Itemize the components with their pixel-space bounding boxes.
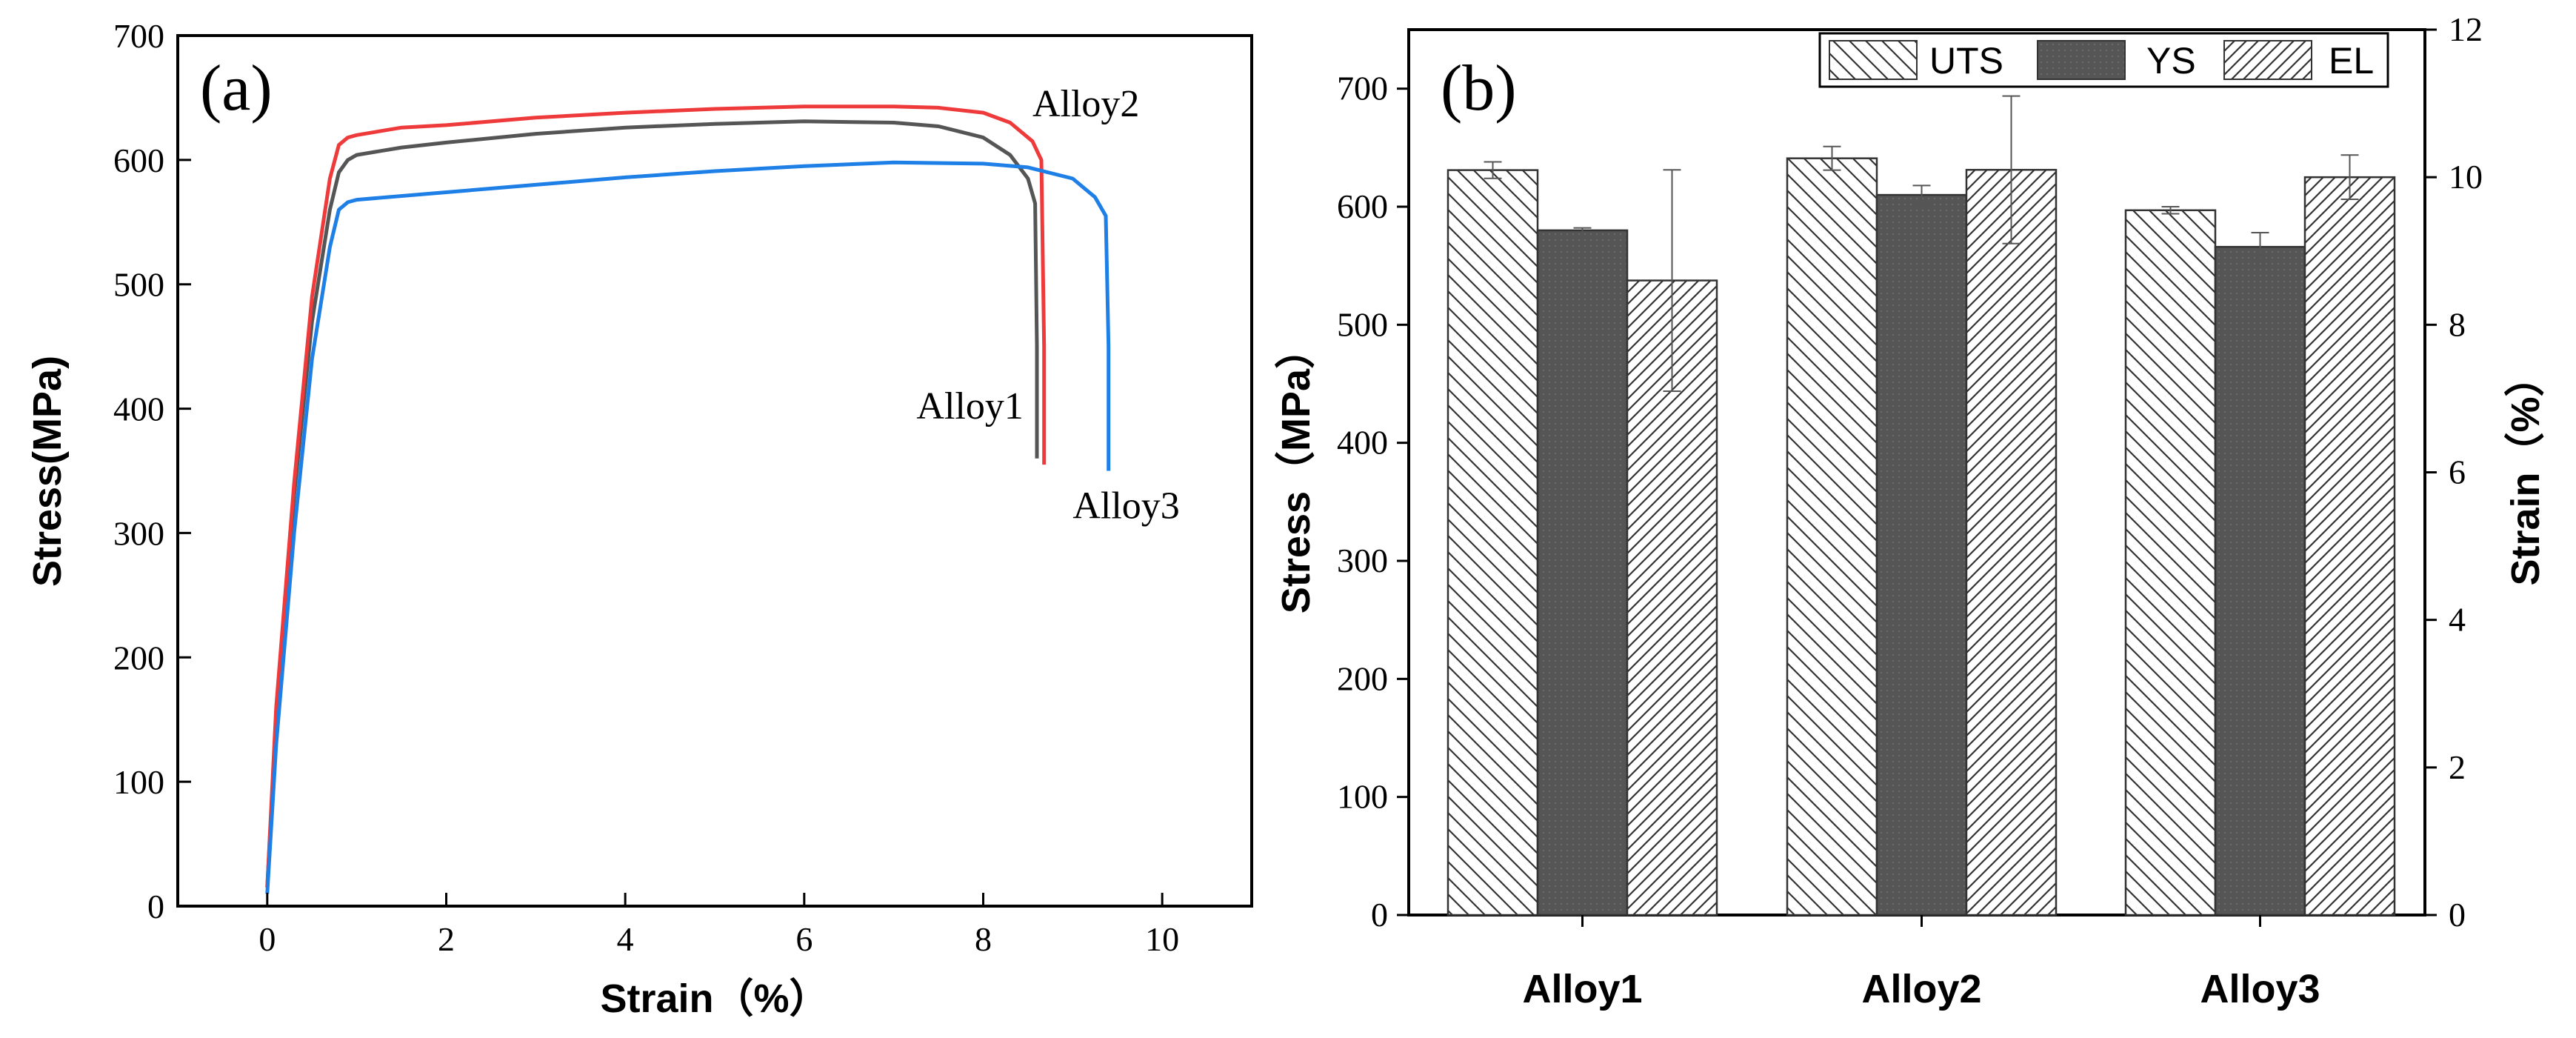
bar-el-alloy2: [1965, 168, 2058, 916]
panel-b-ticks-group: Alloy1 Alloy2 Alloy30100200300400500600700…: [1337, 10, 2483, 1011]
legend-label-ys: YS: [2146, 40, 2196, 81]
y2-tick-label: 2: [2449, 748, 2466, 786]
series-label-alloy2: Alloy2: [1032, 83, 1139, 125]
y-tick-label: 400: [1337, 424, 1388, 462]
series-label-alloy1: Alloy1: [916, 385, 1023, 427]
legend-swatch-el: [2223, 40, 2312, 80]
panel-b-label: (b): [1441, 53, 1517, 124]
bar-uts-alloy3: [2124, 209, 2217, 916]
panel-b-legend: UTS YS EL: [1818, 32, 2389, 88]
x-category-label: Alloy1: [1522, 967, 1642, 1011]
panel-b-y-axis-title: Stress（MPa）: [1274, 329, 1318, 613]
y-tick-label: 500: [113, 266, 164, 304]
series-label-alloy3: Alloy3: [1072, 485, 1179, 527]
bar-ys-alloy2: [1875, 193, 1968, 916]
y-tick-label: 600: [113, 142, 164, 179]
panel-a-plot-frame: [176, 34, 1253, 908]
y-tick-label: 500: [1337, 305, 1388, 343]
y2-tick-label: 0: [2449, 896, 2466, 934]
panel-a-label: (a): [200, 53, 273, 124]
panel-b-bars-group: [1447, 95, 2396, 916]
y-tick-label: 300: [1337, 542, 1388, 579]
y-tick-label: 200: [1337, 659, 1388, 697]
legend-label-uts: UTS: [1929, 40, 2003, 81]
legend-swatch-uts: [1829, 40, 1918, 80]
x-tick-label: 0: [258, 920, 276, 958]
panel-a-x-axis-title: Strain（%）: [600, 977, 829, 1021]
bar-uts-alloy2: [1786, 157, 1878, 916]
panel-b-y2-axis-title: Strain（%）: [2503, 356, 2548, 585]
series-line-alloy3: [265, 160, 1111, 894]
series-line-alloy1: [265, 119, 1039, 888]
y-tick-label: 600: [1337, 187, 1388, 225]
y2-tick-label: 4: [2449, 601, 2466, 639]
y2-tick-label: 10: [2449, 158, 2483, 196]
panel-b-bar-chart: Alloy1 Alloy2 Alloy30100200300400500600700…: [1274, 10, 2548, 1011]
x-category-label: Alloy2: [1861, 967, 1981, 1011]
y2-tick-label: 12: [2449, 10, 2483, 48]
legend-swatch-ys: [2037, 40, 2126, 80]
x-tick-label: 4: [617, 920, 634, 958]
bar-uts-alloy1: [1447, 169, 1539, 916]
x-tick-label: 10: [1145, 920, 1179, 958]
y-tick-label: 400: [113, 390, 164, 428]
y-tick-label: 200: [113, 639, 164, 676]
x-tick-label: 8: [975, 920, 992, 958]
y-tick-label: 100: [113, 763, 164, 801]
y2-tick-label: 6: [2449, 453, 2466, 491]
x-tick-label: 2: [438, 920, 455, 958]
y-tick-label: 700: [113, 17, 164, 55]
y-tick-label: 0: [1371, 896, 1388, 934]
y-tick-label: 0: [147, 888, 164, 925]
series-line-alloy2: [265, 104, 1047, 888]
y-tick-label: 300: [113, 514, 164, 552]
bar-el-alloy3: [2303, 176, 2396, 916]
y-tick-label: 700: [1337, 70, 1388, 107]
x-tick-label: 6: [795, 920, 812, 958]
x-category-label: Alloy3: [2200, 967, 2320, 1011]
y2-tick-label: 8: [2449, 305, 2466, 343]
bar-ys-alloy3: [2214, 245, 2306, 916]
panel-a-series-group: Alloy1 Alloy2 Alloy3: [265, 83, 1180, 894]
legend-label-el: EL: [2329, 40, 2374, 81]
bar-ys-alloy1: [1536, 229, 1629, 916]
panel-a-y-axis-title: Stress(MPa): [25, 356, 70, 587]
y-tick-label: 100: [1337, 778, 1388, 816]
